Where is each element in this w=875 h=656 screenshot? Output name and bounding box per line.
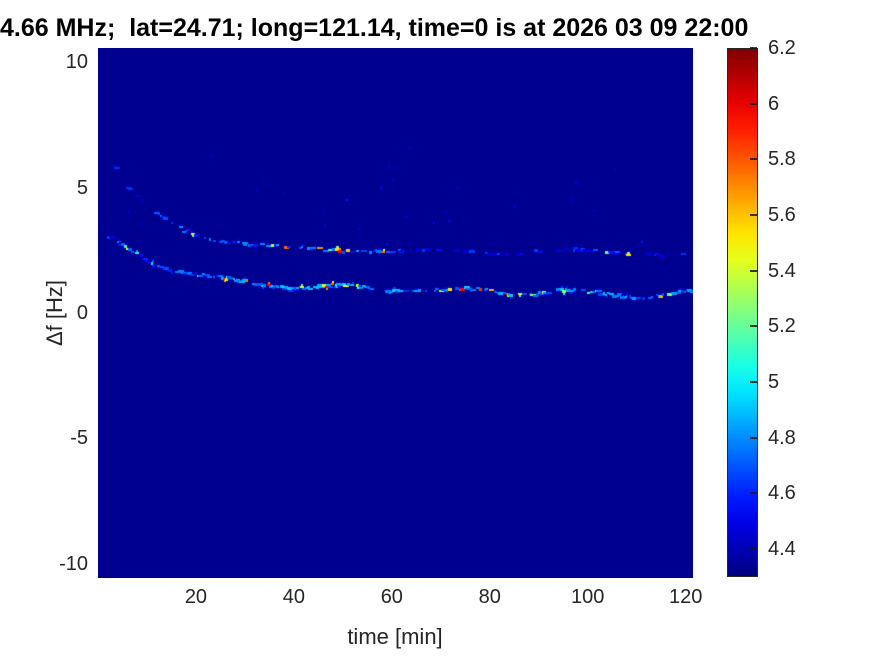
y-tick-label: -5 [70, 427, 88, 450]
colorbar-tick-label: 5 [768, 371, 780, 394]
y-tick-label: 0 [76, 302, 88, 324]
colorbar-tick-mark [750, 436, 757, 439]
colorbar-tick-label: 5.4 [768, 259, 796, 282]
colorbar-tick-label: 6.2 [768, 37, 796, 59]
y-tick-label: 5 [76, 176, 88, 199]
colorbar [727, 48, 758, 577]
x-tick-label: 120 [668, 586, 703, 608]
x-tick-label: 60 [380, 586, 403, 608]
colorbar-tick-mark [750, 492, 757, 495]
colorbar-tick-label: 5.8 [768, 148, 796, 171]
x-axis-label: time [min] [347, 624, 443, 649]
colorbar-tick-label: 4.6 [768, 482, 796, 505]
plot-title: 4.66 MHz; lat=24.71; long=121.14, time=0… [0, 14, 749, 42]
colorbar-tick-label: 4.8 [768, 426, 796, 449]
x-tick-label: 80 [478, 586, 501, 608]
spectrogram-canvas [98, 48, 693, 578]
colorbar-tick-label: 4.4 [768, 538, 796, 561]
y-tick-label: 10 [65, 51, 88, 74]
colorbar-tick-mark [750, 214, 757, 217]
colorbar-tick-mark [750, 102, 757, 105]
colorbar-tick-mark [750, 158, 757, 161]
colorbar-tick-mark [750, 548, 757, 551]
colorbar-tick-mark [750, 381, 757, 384]
colorbar-tick-label: 6 [768, 92, 780, 115]
x-tick-label: 100 [571, 586, 605, 608]
y-tick-label: -10 [59, 552, 88, 575]
x-tick-label: 40 [282, 586, 305, 608]
x-tick-label: 20 [184, 586, 208, 608]
colorbar-tick-mark [750, 47, 757, 49]
colorbar-tick-mark [750, 325, 757, 328]
colorbar-tick-mark [750, 269, 757, 272]
colorbar-tick-label: 5.2 [768, 315, 796, 338]
colorbar-tick-label: 5.6 [768, 204, 796, 227]
